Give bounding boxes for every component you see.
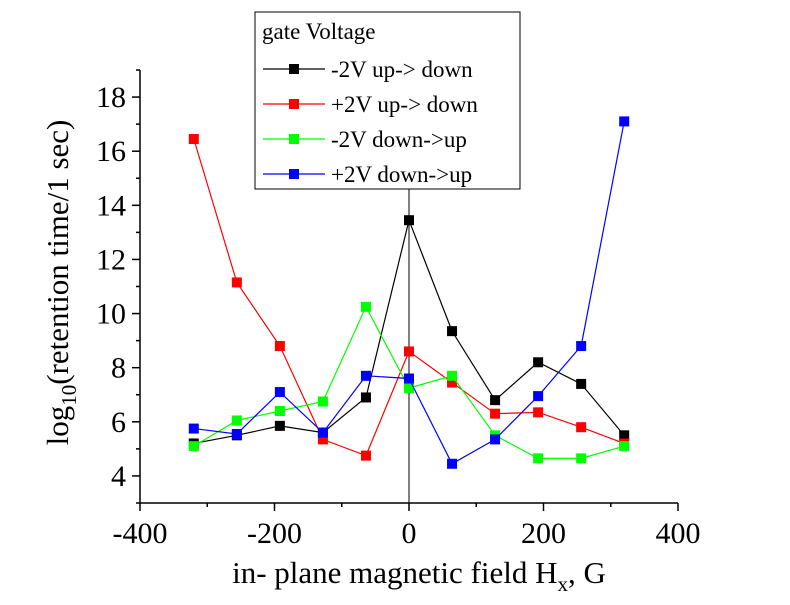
data-point xyxy=(619,430,630,441)
data-point xyxy=(360,392,371,403)
data-point xyxy=(533,453,544,464)
data-point xyxy=(447,458,458,469)
legend-label: +2V up-> down xyxy=(331,92,478,117)
data-point xyxy=(447,377,458,388)
x-tick-label: -200 xyxy=(247,517,302,550)
data-point xyxy=(274,387,285,398)
data-point xyxy=(317,427,328,438)
series-3 xyxy=(188,116,630,469)
data-point xyxy=(490,408,501,419)
y-tick-label: 8 xyxy=(111,352,126,385)
data-point xyxy=(274,341,285,352)
data-point xyxy=(576,422,587,433)
y-tick-label: 12 xyxy=(96,243,126,276)
data-point xyxy=(360,301,371,312)
data-point xyxy=(360,370,371,381)
data-point xyxy=(576,453,587,464)
data-point xyxy=(404,373,414,384)
legend-label: -2V up-> down xyxy=(331,57,473,82)
x-tick-label: 0 xyxy=(402,517,417,550)
data-point xyxy=(231,277,242,288)
y-axis-title: log10(retention time/1 sec) xyxy=(40,120,81,446)
x-tick-label: 400 xyxy=(656,517,701,550)
data-point xyxy=(576,378,587,389)
data-point xyxy=(490,434,501,445)
data-point xyxy=(533,391,544,402)
data-point xyxy=(533,357,544,368)
data-point xyxy=(404,215,414,226)
data-point xyxy=(619,441,630,452)
legend-swatch-marker xyxy=(289,64,299,74)
y-tick-label: 16 xyxy=(96,135,126,168)
legend-label: -2V down->up xyxy=(331,127,467,152)
y-tick-label: 14 xyxy=(96,189,126,222)
legend-swatch-marker xyxy=(289,134,299,144)
y-tick-label: 6 xyxy=(111,406,126,439)
legend-box xyxy=(254,11,521,190)
data-point xyxy=(404,382,414,393)
legend-swatch-marker xyxy=(289,99,299,109)
y-tick-label: 18 xyxy=(96,81,126,114)
x-tick-label: -400 xyxy=(113,517,168,550)
data-point xyxy=(231,415,242,426)
data-point xyxy=(317,396,328,407)
data-point xyxy=(447,370,458,381)
data-point xyxy=(231,428,242,439)
legend: gate Voltage -2V up-> down +2V up-> down -2… xyxy=(254,11,521,190)
data-point xyxy=(619,116,630,127)
legend-swatch-marker xyxy=(289,169,299,179)
data-point xyxy=(317,434,328,445)
data-point xyxy=(188,423,199,434)
data-point xyxy=(360,450,371,461)
x-tick-label: 200 xyxy=(521,517,566,550)
axis-titles: in- plane magnetic field Hx, G log10(rete… xyxy=(40,120,606,596)
axes: -400 -200 0 200 400 4 6 8 10 12 14 16 18 xyxy=(96,69,701,550)
x-axis-title: in- plane magnetic field Hx, G xyxy=(232,555,606,596)
plot-area xyxy=(188,70,630,503)
data-point xyxy=(490,395,501,406)
y-tick-label: 10 xyxy=(96,298,126,331)
data-point xyxy=(274,420,285,431)
legend-label: +2V down->up xyxy=(331,162,472,187)
data-point xyxy=(404,346,414,357)
data-point xyxy=(274,405,285,416)
legend-title: gate Voltage xyxy=(262,19,375,44)
data-point xyxy=(188,134,199,145)
y-tick-label: 4 xyxy=(111,460,126,493)
data-point xyxy=(447,326,458,337)
data-point xyxy=(188,441,199,452)
data-point xyxy=(533,407,544,418)
data-point xyxy=(576,341,587,352)
